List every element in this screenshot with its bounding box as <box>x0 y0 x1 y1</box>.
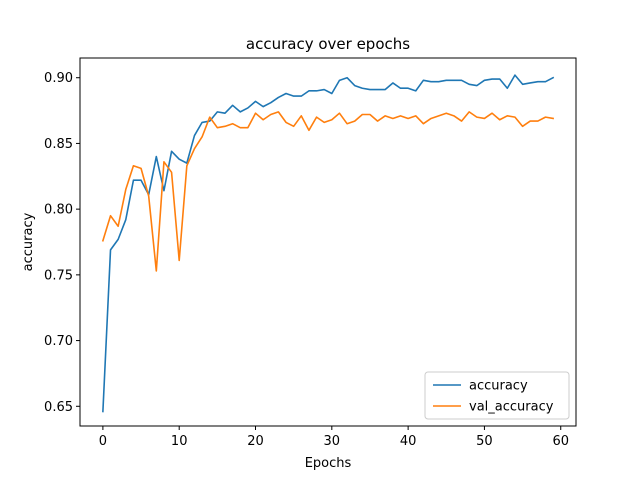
plot-frame <box>79 57 577 427</box>
y-tick-label: 0.65 <box>44 400 73 415</box>
x-axis: 0 10 20 30 40 50 60 <box>99 426 569 449</box>
legend-label: accuracy <box>469 379 528 394</box>
legend-label: val_accuracy <box>469 400 554 415</box>
legend-box <box>424 371 570 420</box>
series-line-accuracy <box>102 74 555 413</box>
y-axis-label: accuracy <box>21 212 36 271</box>
y-tick-label: 0.85 <box>44 137 73 152</box>
x-tick-label: 40 <box>400 434 417 449</box>
x-tick-label: 10 <box>171 434 188 449</box>
series-lines <box>101 74 555 413</box>
series-line-val-accuracy <box>101 111 555 272</box>
x-axis-label: Epochs <box>305 456 352 471</box>
chart-title: accuracy over epochs <box>246 35 410 53</box>
y-tick-label: 0.90 <box>44 71 73 86</box>
legend: accuracy val_accuracy <box>424 371 570 420</box>
x-tick-label: 50 <box>476 434 493 449</box>
x-tick-label: 30 <box>324 434 341 449</box>
y-axis: 0.65 0.70 0.75 0.80 0.85 0.90 <box>44 71 80 415</box>
y-tick-label: 0.80 <box>44 203 73 218</box>
y-tick-label: 0.70 <box>44 334 73 349</box>
x-tick-label: 20 <box>247 434 264 449</box>
x-tick-label: 0 <box>99 434 107 449</box>
plot-area <box>79 57 577 427</box>
y-tick-label: 0.75 <box>44 268 73 283</box>
x-tick-label: 60 <box>552 434 569 449</box>
